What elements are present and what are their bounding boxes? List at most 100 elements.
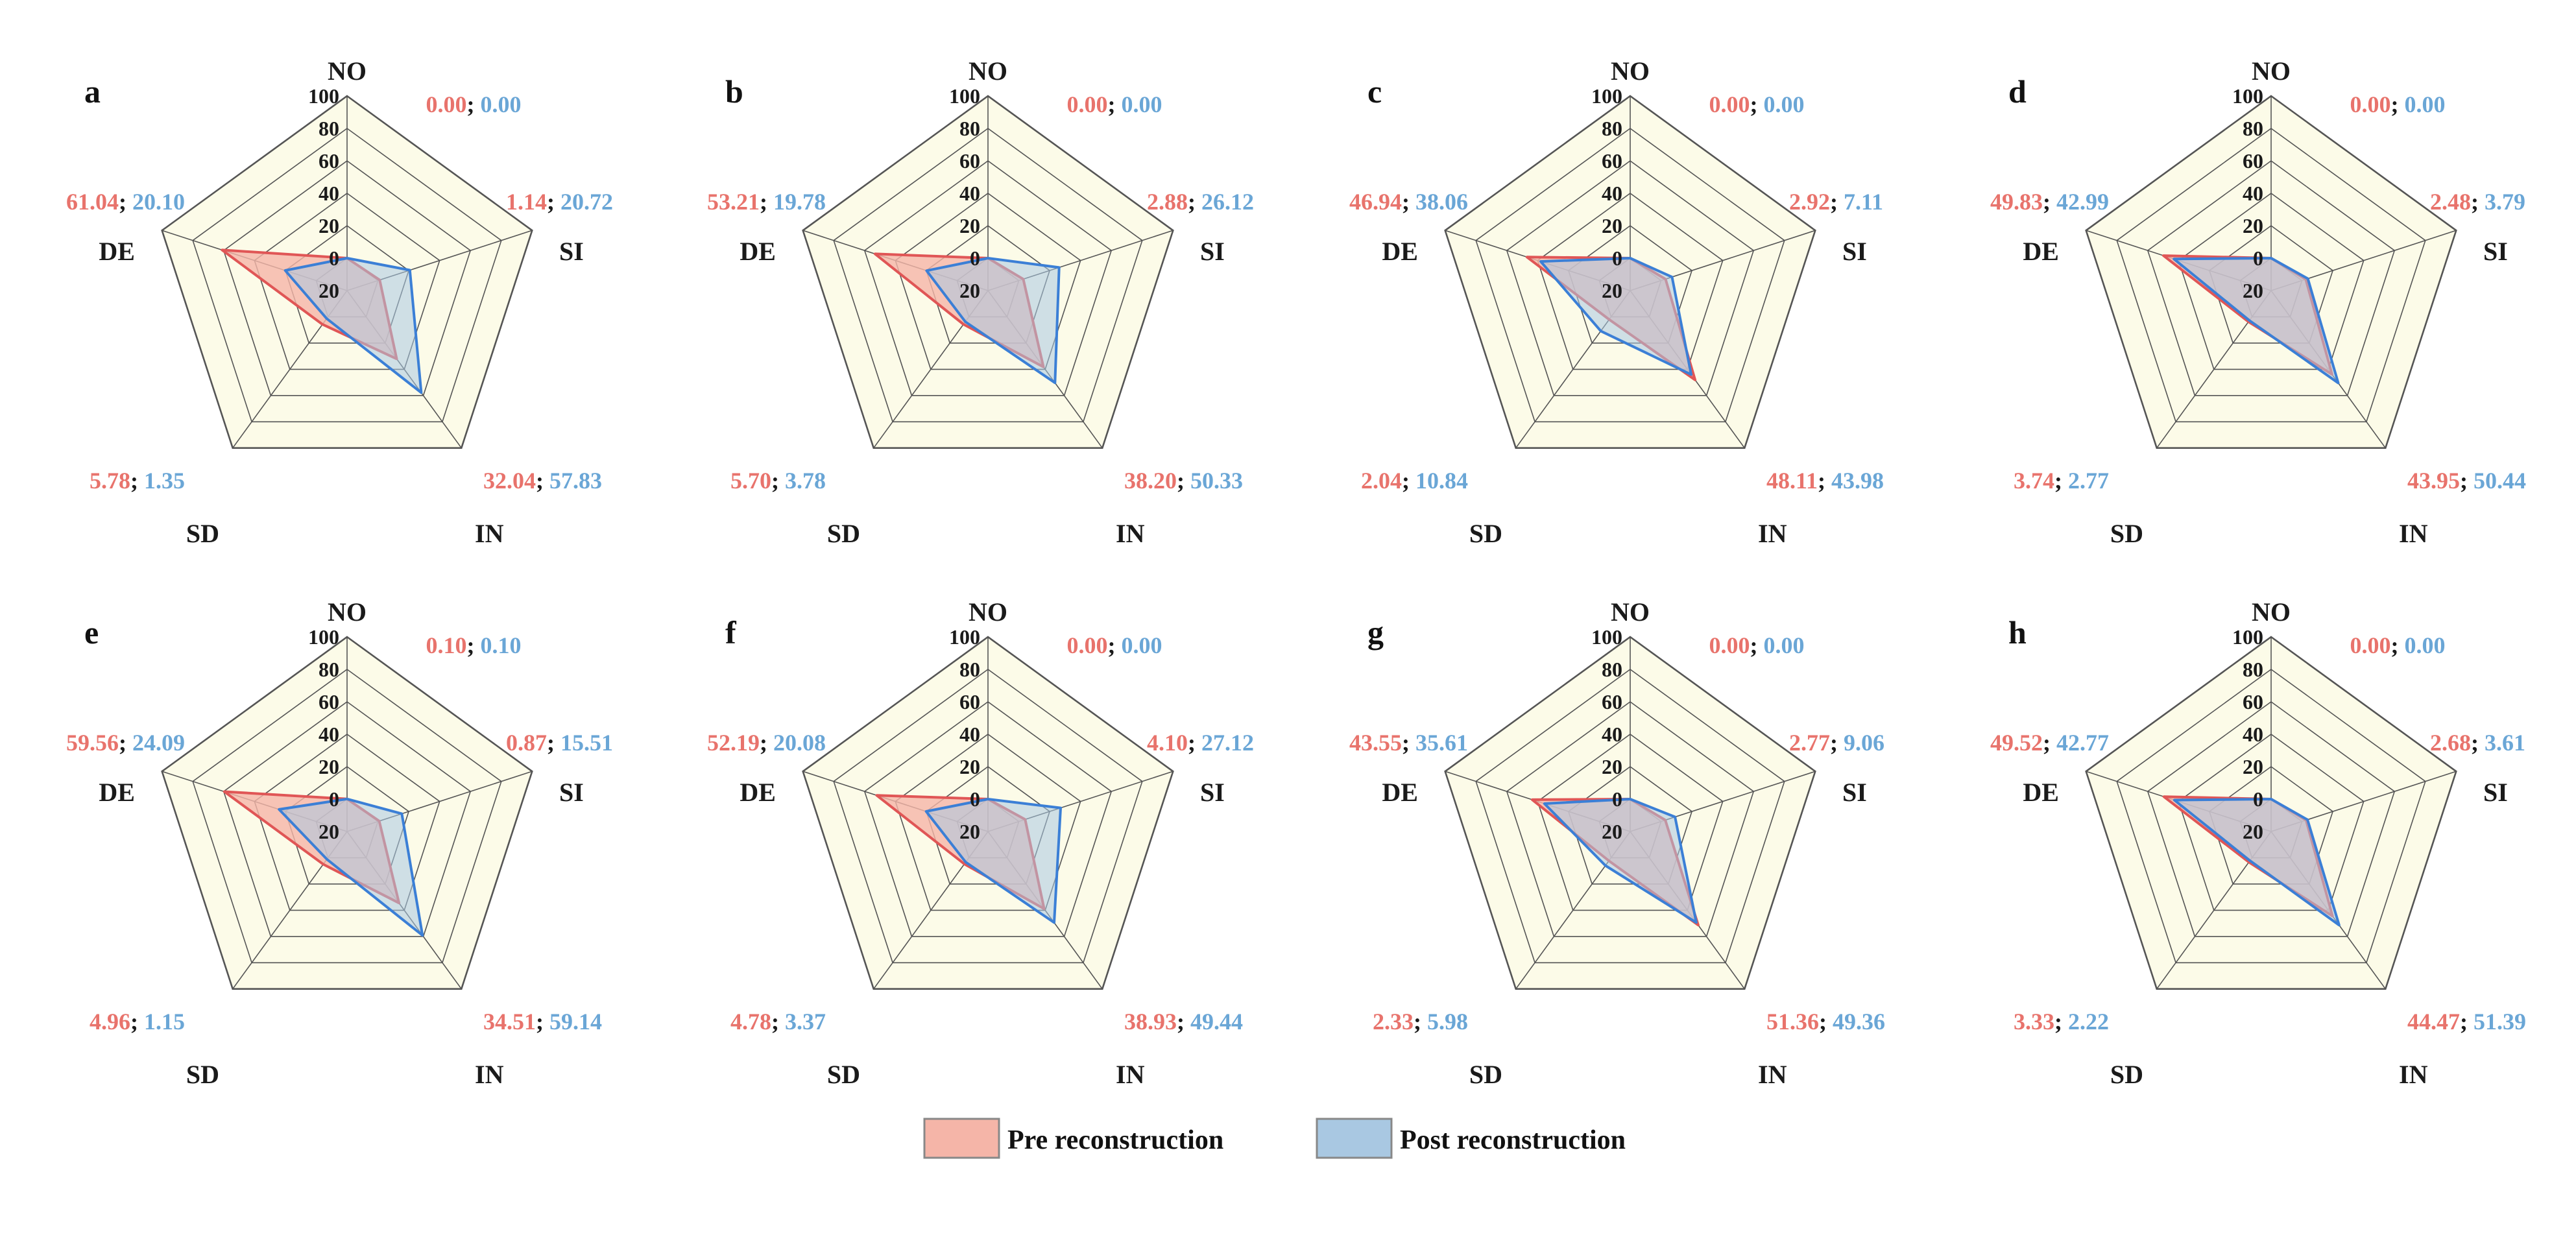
tick-label: 60 [2243, 690, 2263, 713]
value-label-SI: 1.14; 20.72 [506, 189, 613, 215]
tick-label: 20 [2243, 820, 2263, 843]
axis-label-NO: NO [969, 56, 1007, 86]
value-post-SD: 3.78 [785, 468, 826, 494]
value-pre-IN: 34.51 [483, 1009, 536, 1035]
legend-swatch-pre [923, 1118, 1000, 1159]
value-pre-NO: 0.10 [426, 632, 467, 658]
tick-label: 20 [959, 279, 980, 302]
value-separator: ; [1819, 1009, 1833, 1035]
value-post-DE: 20.08 [773, 730, 826, 756]
axis-label-SD: SD [1469, 519, 1502, 548]
value-pre-NO: 0.00 [1067, 632, 1108, 658]
tick-label: 20 [2243, 279, 2263, 302]
value-post-IN: 49.44 [1190, 1009, 1243, 1035]
series-post-reconstruction [925, 257, 1061, 385]
axis-label-NO: NO [1611, 56, 1650, 86]
value-post-NO: 0.00 [1764, 632, 1805, 658]
value-label-NO: 0.10; 0.10 [426, 632, 522, 658]
value-label-SD: 4.96; 1.15 [90, 1009, 185, 1035]
value-pre-DE: 49.83 [1990, 189, 2043, 215]
value-separator: ; [1750, 91, 1764, 117]
tick-label: 20 [1602, 820, 1622, 843]
grid-ring [1537, 734, 1724, 911]
axis-label-SD: SD [2110, 1060, 2143, 1089]
grid-ring [895, 734, 1081, 911]
value-separator: ; [1830, 730, 1844, 756]
tick-label: 100 [308, 625, 339, 649]
tick-label: 40 [959, 723, 980, 746]
value-label-DE: 49.52; 42.77 [1990, 730, 2109, 756]
radar-panel-e: 100 80 60 40 20 0 20 e NO SI IN SD DE 0.10; 0.10 0.87;… [66, 597, 613, 1089]
value-post-IN: 43.98 [1831, 468, 1884, 494]
value-pre-SI: 2.92 [1789, 189, 1830, 215]
value-separator: ; [1177, 468, 1190, 494]
grid-ring [2085, 636, 2457, 990]
axis-label-IN: IN [475, 1060, 504, 1089]
value-post-DE: 35.61 [1415, 730, 1468, 756]
series-post-reconstruction [924, 798, 1062, 924]
value-post-SD: 3.37 [785, 1009, 826, 1035]
value-post-DE: 19.78 [773, 189, 826, 215]
radar-panel-a: 100 80 60 40 20 0 20 a NO SI IN SD DE 0.00; 0.00 1.14;… [66, 56, 613, 548]
value-post-DE: 24.09 [132, 730, 185, 756]
value-label-DE: 49.83; 42.99 [1990, 189, 2109, 215]
tick-label: 20 [2243, 755, 2263, 778]
value-separator: ; [1414, 1009, 1427, 1035]
value-label-SI: 2.88; 26.12 [1147, 189, 1254, 215]
grid-ring [833, 128, 1143, 423]
grid-ring [1475, 669, 1785, 964]
value-pre-IN: 43.95 [2407, 468, 2460, 494]
series-post-reconstruction [1543, 798, 1698, 924]
axis-label-SI: SI [559, 778, 584, 807]
value-pre-IN: 38.93 [1124, 1009, 1177, 1035]
tick-label: 20 [1602, 755, 1622, 778]
panel-label: a [84, 73, 101, 110]
value-post-DE: 42.99 [2056, 189, 2109, 215]
panel-label: b [725, 73, 743, 110]
tick-label: 0 [2253, 246, 2263, 270]
panel-label: d [2008, 73, 2027, 110]
axis-label-IN: IN [1116, 519, 1145, 548]
grid-ring [254, 734, 440, 911]
value-pre-SD: 3.74 [2014, 468, 2054, 494]
axis-label-SD: SD [186, 519, 219, 548]
grid-ring [192, 669, 502, 964]
axis-label-SI: SI [2483, 778, 2508, 807]
value-separator: ; [1750, 632, 1764, 658]
axis-label-DE: DE [2023, 237, 2059, 266]
axis-label-IN: IN [475, 519, 504, 548]
value-separator: ; [467, 632, 481, 658]
panel-label: h [2008, 614, 2027, 651]
grid-ring [223, 701, 472, 937]
value-separator: ; [760, 730, 773, 756]
grid-ring [895, 193, 1081, 370]
value-label-NO: 0.00; 0.00 [1709, 91, 1805, 117]
value-label-SD: 3.33; 2.22 [2014, 1009, 2109, 1035]
value-label-IN: 34.51; 59.14 [483, 1009, 602, 1035]
value-label-SD: 2.33; 5.98 [1373, 1009, 1468, 1035]
value-pre-IN: 32.04 [483, 468, 536, 494]
value-label-IN: 32.04; 57.83 [483, 468, 602, 494]
value-pre-SI: 2.77 [1789, 730, 1830, 756]
tick-label: 0 [970, 246, 980, 270]
value-post-NO: 0.00 [481, 91, 522, 117]
value-pre-IN: 48.11 [1766, 468, 1818, 494]
grid-ring [161, 95, 533, 449]
axis-label-DE: DE [1382, 237, 1418, 266]
value-pre-NO: 0.00 [2350, 632, 2391, 658]
value-separator: ; [130, 468, 144, 494]
value-label-SD: 5.78; 1.35 [90, 468, 185, 494]
value-separator: ; [536, 1009, 549, 1035]
radar-panel-d: 100 80 60 40 20 0 20 d NO SI IN SD DE 0.00; 0.00 2.48;… [1990, 56, 2526, 548]
value-separator: ; [1188, 189, 1201, 215]
axis-label-IN: IN [2399, 519, 2428, 548]
value-label-SD: 2.04; 10.84 [1361, 468, 1468, 494]
legend: Pre reconstruction Post reconstruction [923, 1118, 1626, 1159]
value-separator: ; [760, 189, 773, 215]
value-separator: ; [2471, 189, 2485, 215]
value-post-SI: 3.79 [2485, 189, 2525, 215]
value-pre-SD: 5.70 [730, 468, 771, 494]
tick-label: 80 [2243, 117, 2263, 140]
axis-label-SD: SD [827, 1060, 860, 1089]
axis-label-DE: DE [99, 778, 135, 807]
